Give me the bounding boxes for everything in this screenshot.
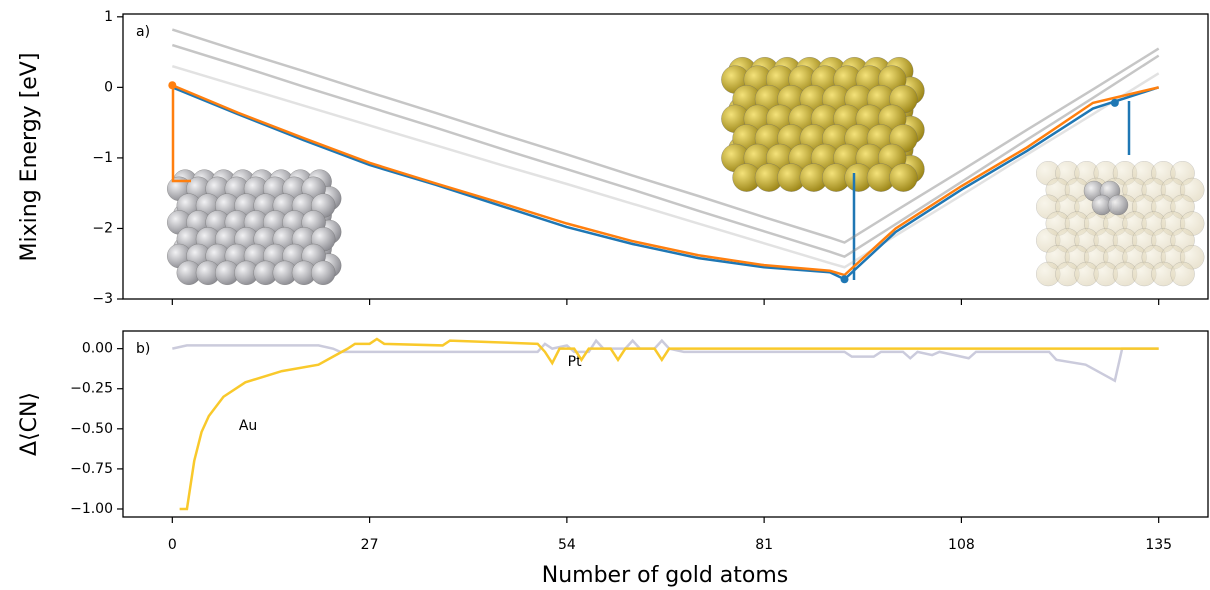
panel-b-frame <box>122 330 1209 518</box>
panel-a-label: a) <box>136 24 150 40</box>
series-line <box>171 84 1159 277</box>
y-tick-label: −2 <box>92 220 113 236</box>
atom <box>311 260 336 285</box>
marker-point <box>1110 98 1119 107</box>
marker-point <box>168 81 177 90</box>
y-tick-label: −1.00 <box>70 501 113 517</box>
plot-area: −3 −2 −1 0 1 0 27 54 81 108 135 −1.00 −0.75 −0.50 −0.2… <box>70 9 1172 553</box>
series-line <box>171 65 1160 269</box>
x-tick-label: 54 <box>558 537 576 553</box>
panel-b-label: b) <box>136 341 150 357</box>
x-tick-label: 81 <box>755 537 773 553</box>
series-line <box>179 337 1159 511</box>
panel-a-frame <box>122 13 1209 300</box>
marker-point <box>840 275 849 284</box>
series-line <box>171 43 1160 259</box>
x-tick-label: 108 <box>948 537 975 553</box>
y-tick-label: 1 <box>104 9 113 25</box>
y-tick-label: 0.00 <box>82 341 113 357</box>
y-tick-label: −3 <box>92 291 113 307</box>
atom <box>889 163 918 192</box>
series-line <box>171 28 1160 244</box>
x-tick-label: 135 <box>1145 537 1172 553</box>
x-axis-label: Number of gold atoms <box>542 563 789 588</box>
series-line <box>172 338 1159 383</box>
leader-line <box>171 87 191 183</box>
cluster-illustrations <box>167 57 1205 287</box>
series-line <box>171 86 1160 281</box>
atom <box>1170 261 1195 287</box>
series-annotation: Pt <box>568 354 582 370</box>
x-tick-label: 27 <box>361 537 379 553</box>
atom <box>1107 194 1129 216</box>
y-tick-label: −0.50 <box>70 421 113 437</box>
y-tick-label: 0 <box>104 79 113 95</box>
y-tick-label: −0.75 <box>70 461 113 477</box>
y-axis-label: Δ⟨CN⟩ <box>17 392 42 456</box>
series-annotation: Au <box>239 418 257 434</box>
y-axis-label: Mixing Energy [eV] <box>17 53 42 262</box>
y-tick-label: −1 <box>92 150 113 166</box>
y-tick-label: −0.25 <box>70 381 113 397</box>
x-tick-label: 0 <box>168 537 177 553</box>
